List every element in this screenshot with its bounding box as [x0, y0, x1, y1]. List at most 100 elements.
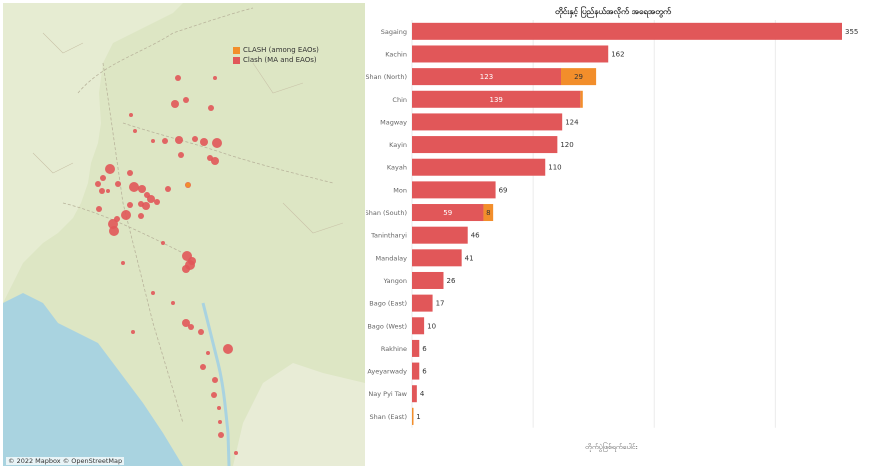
- clash-point[interactable]: [96, 206, 102, 212]
- bar-data-label: 69: [499, 186, 508, 194]
- clash-point[interactable]: [206, 351, 210, 355]
- clash-point[interactable]: [218, 432, 224, 438]
- clash-point[interactable]: [151, 291, 155, 295]
- bar-data-label: 120: [560, 141, 573, 149]
- clash-point[interactable]: [99, 188, 105, 194]
- clash-point[interactable]: [121, 261, 125, 265]
- clash-point[interactable]: [115, 181, 121, 187]
- chart-title: တိုင်းနှင့် ပြည်နယ်အလိုက် အရေအတွက်: [555, 7, 671, 16]
- clash-point[interactable]: [211, 392, 217, 398]
- clash-point[interactable]: [147, 195, 155, 203]
- clash-point[interactable]: [121, 210, 131, 220]
- map-attribution[interactable]: © 2022 Mapbox © OpenStreetMap: [6, 457, 125, 465]
- bar-segment[interactable]: [560, 68, 597, 86]
- clash-point[interactable]: [223, 344, 233, 354]
- bar-segment[interactable]: [412, 181, 496, 199]
- legend-item-among-eaos[interactable]: CLASH (among EAOs): [233, 45, 319, 55]
- clash-point[interactable]: [154, 199, 160, 205]
- clash-point[interactable]: [217, 406, 221, 410]
- clash-point[interactable]: [188, 324, 194, 330]
- clash-point[interactable]: [171, 301, 175, 305]
- clash-point[interactable]: [192, 136, 198, 142]
- conflict-map[interactable]: CLASH (among EAOs) Clash (MA and EAOs) ©…: [3, 3, 365, 466]
- map-graphic: [3, 3, 365, 466]
- bar-segment[interactable]: [412, 294, 433, 312]
- bar-segment[interactable]: [412, 362, 420, 380]
- category-label: Sagaing: [381, 28, 407, 36]
- bar-data-label: 8: [486, 209, 490, 217]
- clash-point[interactable]: [178, 152, 184, 158]
- bar-inner-label: 59: [443, 209, 452, 217]
- map-legend: CLASH (among EAOs) Clash (MA and EAOs): [233, 45, 319, 65]
- bar-segment[interactable]: [580, 90, 583, 108]
- clash-point[interactable]: [175, 75, 181, 81]
- clash-point[interactable]: [138, 213, 144, 219]
- bar-segment[interactable]: [412, 204, 484, 222]
- clash-point[interactable]: [109, 226, 119, 236]
- clash-point[interactable]: [100, 175, 106, 181]
- clash-point[interactable]: [183, 97, 189, 103]
- clash-point[interactable]: [95, 181, 101, 187]
- clash-point[interactable]: [161, 241, 165, 245]
- x-axis-title: တိုက်ပွဲဖြစ်ရက်ပေါင်း: [585, 443, 638, 451]
- clash-point[interactable]: [211, 157, 219, 165]
- clash-point[interactable]: [188, 257, 196, 265]
- clash-point[interactable]: [212, 377, 218, 383]
- clash-point[interactable]: [208, 105, 214, 111]
- category-label: Bago (East): [369, 300, 407, 308]
- bar-segment[interactable]: [412, 68, 561, 86]
- bar-segment[interactable]: [412, 317, 425, 335]
- clash-point[interactable]: [131, 330, 135, 334]
- bar-segment[interactable]: [412, 136, 558, 154]
- bar-data-label: 46: [471, 232, 480, 240]
- bar-segment[interactable]: [412, 407, 414, 425]
- bar-chart: 0100200300Sagaing355Kachin162Shan (North…: [366, 20, 858, 438]
- clash-point[interactable]: [218, 420, 222, 424]
- clash-point[interactable]: [106, 189, 110, 193]
- legend-item-ma-eaos[interactable]: Clash (MA and EAOs): [233, 55, 319, 65]
- bar-segment[interactable]: [412, 385, 417, 403]
- category-label: Chin: [392, 96, 407, 104]
- clash-point[interactable]: [138, 185, 146, 193]
- bar-segment[interactable]: [412, 339, 420, 357]
- category-label: Kayah: [387, 164, 407, 172]
- clash-point[interactable]: [129, 113, 133, 117]
- bar-segment[interactable]: [412, 90, 581, 108]
- clash-point[interactable]: [165, 186, 171, 192]
- clash-point[interactable]: [198, 329, 204, 335]
- category-label: Shan (South): [366, 209, 407, 217]
- map-sea-icon: [3, 293, 183, 466]
- bar-segment[interactable]: [412, 45, 609, 63]
- clash-point[interactable]: [200, 364, 206, 370]
- clash-point[interactable]: [200, 138, 208, 146]
- clash-point[interactable]: [182, 319, 190, 327]
- clash-point[interactable]: [129, 182, 139, 192]
- bar-data-label: 1: [416, 413, 420, 421]
- clash-point[interactable]: [127, 170, 133, 176]
- clash-point[interactable]: [105, 164, 115, 174]
- clash-point[interactable]: [212, 138, 222, 148]
- bar-segment[interactable]: [412, 22, 842, 40]
- bar-segment[interactable]: [412, 113, 563, 131]
- clash-point[interactable]: [162, 138, 168, 144]
- clash-point[interactable]: [133, 129, 137, 133]
- category-label: Kachin: [385, 50, 407, 58]
- clash-point[interactable]: [175, 136, 183, 144]
- bar-data-label: 6: [422, 368, 427, 376]
- clash-point[interactable]: [127, 202, 133, 208]
- clash-point[interactable]: [234, 451, 238, 455]
- clash-point[interactable]: [151, 139, 155, 143]
- clash-point[interactable]: [182, 265, 190, 273]
- clash-points: [95, 75, 238, 455]
- bar-segment[interactable]: [412, 158, 546, 176]
- bar-segment[interactable]: [412, 249, 462, 267]
- legend-label: Clash (MA and EAOs): [243, 56, 317, 64]
- bar-data-label: 41: [465, 254, 474, 262]
- bar-segment[interactable]: [412, 271, 444, 289]
- clash-point-among-eaos[interactable]: [185, 182, 191, 188]
- clash-point[interactable]: [142, 202, 150, 210]
- bar-segment[interactable]: [483, 204, 494, 222]
- clash-point[interactable]: [171, 100, 179, 108]
- bar-segment[interactable]: [412, 226, 468, 244]
- clash-point[interactable]: [213, 76, 217, 80]
